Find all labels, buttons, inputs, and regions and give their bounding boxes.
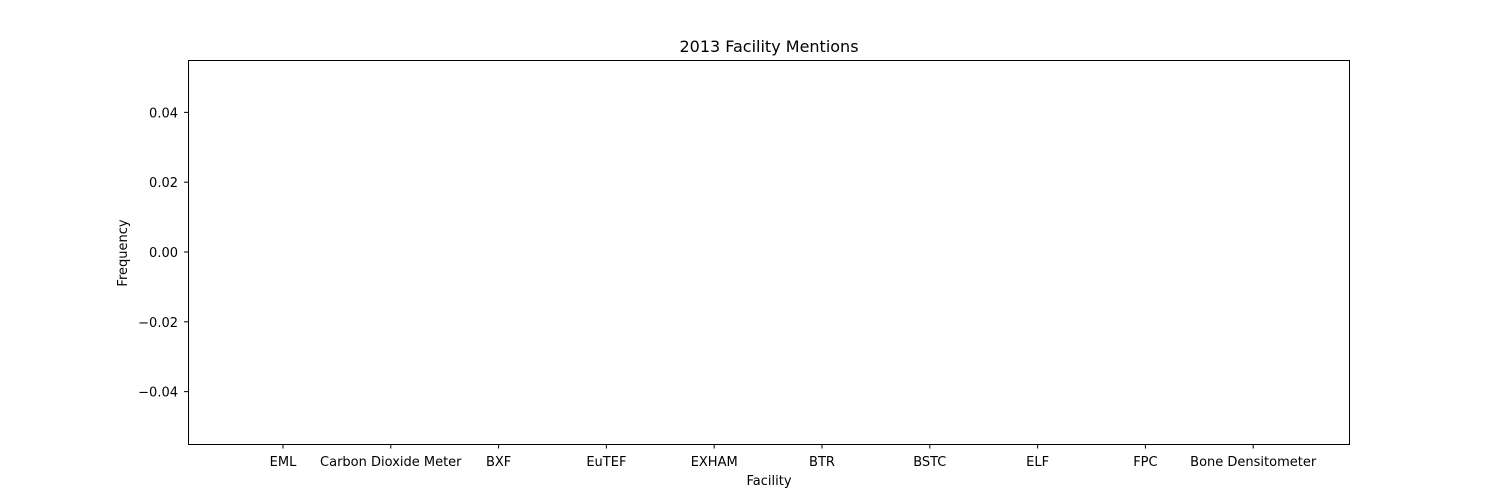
y-tick-label: 0.04 xyxy=(149,106,178,121)
y-tick-label: −0.04 xyxy=(138,386,178,401)
x-axis-label: Facility xyxy=(746,474,791,489)
y-tick-label: 0.02 xyxy=(149,176,178,191)
x-tick-label: Carbon Dioxide Meter xyxy=(320,455,462,470)
x-tick-label: BSTC xyxy=(913,455,946,470)
y-tick-label: −0.02 xyxy=(138,316,178,331)
x-tick-label: BXF xyxy=(486,455,511,470)
y-axis-ticks: 0.04 0.02 0.00 −0.02 −0.04 xyxy=(138,106,189,401)
x-axis-ticks: EML Carbon Dioxide Meter BXF EuTEF EXHAM BTR B… xyxy=(270,444,1317,470)
x-tick-label: EXHAM xyxy=(691,455,738,470)
x-tick-label: Bone Densitometer xyxy=(1190,455,1317,470)
y-tick-label: 0.00 xyxy=(149,246,178,261)
chart-title: 2013 Facility Mentions xyxy=(679,37,858,56)
x-tick-label: ELF xyxy=(1026,455,1049,470)
y-axis-label: Frequency xyxy=(116,219,131,286)
x-tick-label: EML xyxy=(270,455,297,470)
x-tick-label: FPC xyxy=(1133,455,1157,470)
x-tick-label: EuTEF xyxy=(586,455,626,470)
x-tick-label: BTR xyxy=(809,455,835,470)
